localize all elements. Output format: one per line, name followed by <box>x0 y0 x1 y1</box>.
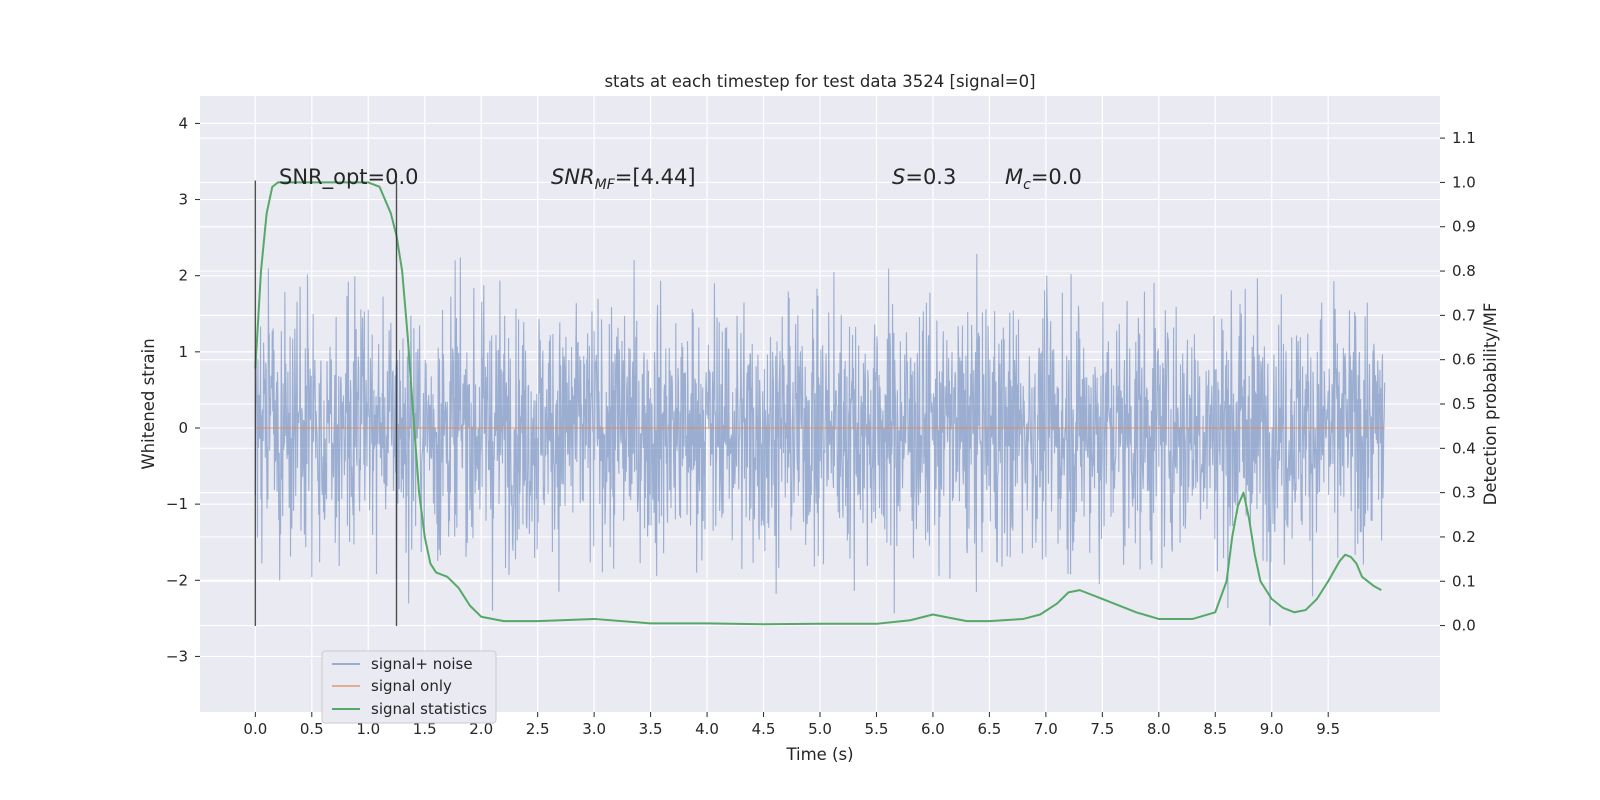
x-tick-label: 0.5 <box>300 720 324 738</box>
x-tick-label: 1.0 <box>356 720 380 738</box>
annotation-mc: Mc=0.0 <box>1005 165 1082 193</box>
annotation-mc-sub: c <box>1023 177 1031 193</box>
x-tick-label: 9.5 <box>1316 720 1340 738</box>
y2-tick-label: 0.3 <box>1452 484 1476 502</box>
annotation-snr-opt: SNR_opt=0.0 <box>279 165 419 190</box>
annotation-snr-mf-rest: =[4.44] <box>615 165 696 189</box>
x-tick-label: 3.0 <box>582 720 606 738</box>
x-tick-label: 7.5 <box>1090 720 1114 738</box>
legend-label-signal-statistics: signal statistics <box>371 700 487 718</box>
y2-tick-label: 1.0 <box>1452 173 1476 191</box>
y2-tick-label: 0.9 <box>1452 218 1476 236</box>
legend-box <box>321 650 497 724</box>
y2-tick-label: 0.0 <box>1452 617 1476 635</box>
x-tick-label: 5.0 <box>808 720 832 738</box>
x-tick-label: 9.0 <box>1260 720 1284 738</box>
annotation-s-rest: =0.3 <box>905 165 956 189</box>
chart-title: stats at each timestep for test data 352… <box>604 72 1035 91</box>
annotation-s-base: S <box>892 165 905 189</box>
x-tick-label: 2.0 <box>469 720 493 738</box>
annotation-snr-mf-base: SNR <box>551 165 595 189</box>
x-tick-label: 0.0 <box>243 720 267 738</box>
y-tick-label: −2 <box>166 571 188 589</box>
x-tick-label: 7.0 <box>1034 720 1058 738</box>
y-tick-label: 2 <box>178 267 188 285</box>
y-tick-label: −1 <box>166 495 188 513</box>
y2-tick-label: 0.5 <box>1452 395 1476 413</box>
x-tick-label: 5.5 <box>865 720 889 738</box>
y-tick-label: −3 <box>166 647 188 665</box>
x-tick-label: 6.0 <box>921 720 945 738</box>
x-tick-label: 4.5 <box>752 720 776 738</box>
y2-axis-label: Detection probability/MF <box>1481 303 1500 506</box>
y2-tick-label: 0.4 <box>1452 439 1476 457</box>
annotation-snr-mf: SNRMF=[4.44] <box>551 165 696 193</box>
x-tick-label: 8.0 <box>1147 720 1171 738</box>
y-tick-label: 1 <box>178 343 188 361</box>
annotation-mc-rest: =0.0 <box>1031 165 1082 189</box>
y-tick-label: 4 <box>178 114 188 132</box>
series-layer <box>254 181 1385 626</box>
y2-tick-label: 0.8 <box>1452 262 1476 280</box>
x-axis-label: Time (s) <box>785 745 853 764</box>
y-tick-label: 0 <box>178 419 188 437</box>
ticks: 0.0 0.5 1.0 1.5 2.0 2.5 3.0 3.5 4.0 4.5 5.0 5.5 6.0 6… <box>166 114 1476 738</box>
x-tick-label: 2.5 <box>526 720 550 738</box>
y2-tick-label: 0.6 <box>1452 351 1476 369</box>
signal-statistics-line <box>254 181 1382 626</box>
grid <box>200 96 1440 712</box>
annotation-mc-base: M <box>1005 165 1023 189</box>
annotation-s: S=0.3 <box>892 165 956 189</box>
event-markers <box>254 180 398 626</box>
annotation-snr-opt-text: SNR_opt=0.0 <box>279 165 419 190</box>
y2-tick-label: 0.2 <box>1452 528 1476 546</box>
x-tick-label: 6.5 <box>977 720 1001 738</box>
x-tick-label: 3.5 <box>639 720 663 738</box>
annotations: SNR_opt=0.0 SNRMF=[4.44] S=0.3 Mc=0.0 <box>279 165 1082 193</box>
series-signal-noise <box>254 253 1386 626</box>
y2-tick-label: 0.1 <box>1452 572 1476 590</box>
legend: signal+ noise signal only signal statist… <box>321 650 497 724</box>
x-tick-label: 1.5 <box>413 720 437 738</box>
signal-noise-line <box>254 253 1386 626</box>
y2-tick-label: 0.7 <box>1452 306 1476 324</box>
y2-tick-label: 1.1 <box>1452 129 1476 147</box>
y-axis-label: Whitened strain <box>139 338 158 469</box>
x-tick-label: 4.0 <box>695 720 719 738</box>
x-tick-label: 8.5 <box>1203 720 1227 738</box>
y-tick-label: 3 <box>178 191 188 209</box>
annotation-snr-mf-sub: MF <box>595 177 616 193</box>
legend-label-signal-noise: signal+ noise <box>371 655 473 673</box>
legend-label-signal-only: signal only <box>371 677 452 695</box>
